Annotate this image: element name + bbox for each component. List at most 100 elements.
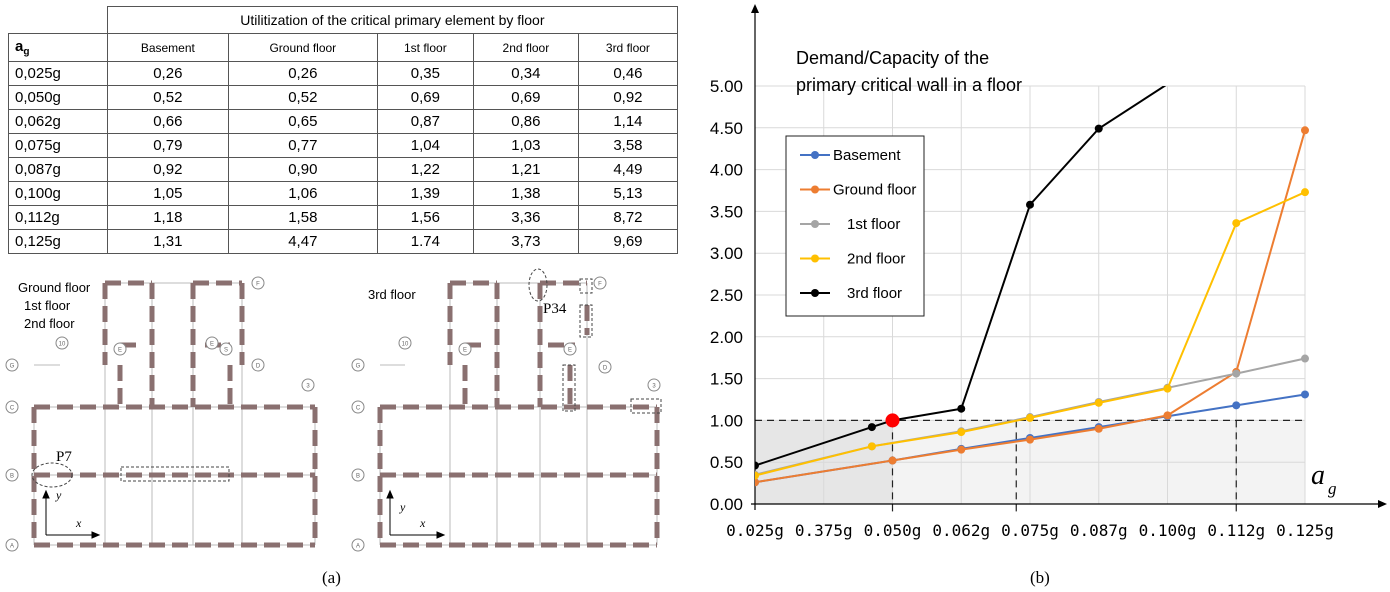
value-cell: 0,26 [106,61,229,86]
plan-right-axes [386,489,446,539]
grid-axis-marker-label: 10 [59,342,66,348]
col-header-1st: 1st floor [376,33,474,62]
y-tick-label: 5.00 [710,77,743,96]
table-row: 0,075g 0,79 0,77 1,04 1,03 3,58 [8,133,679,158]
x-tick-label: 0.087g [1070,521,1128,540]
legend-marker [811,220,819,228]
grid-axis-markers: F E E S D G C B A 10 3 F E E D G C B A 10 3 [5,276,661,552]
series-2nd-floor [755,188,1309,480]
data-point [1094,424,1103,433]
ag-cell: 0,100g [8,181,108,206]
y-tick-label: 1.00 [710,411,743,430]
y-tick-label: 2.50 [710,286,743,305]
value-cell: 1,21 [472,157,579,182]
legend-marker [811,185,819,194]
plan-left-x-axis-label: x [75,516,82,530]
value-cell: 3,73 [472,229,579,254]
table-row: 0,050g 0,52 0,52 0,69 0,69 0,92 [8,85,679,110]
legend-item: 3rd floor [800,285,902,302]
data-point [1301,390,1309,399]
value-cell: 0,52 [106,85,229,110]
grid-axis-marker: E [458,342,472,356]
data-point [1094,398,1103,407]
value-cell: 4,49 [577,157,679,182]
value-cell: 0,52 [227,85,378,110]
ag-header: ag [8,33,108,62]
value-cell: 5,13 [577,181,679,206]
col-header-ground: Ground floor [227,33,378,62]
value-cell: 1,39 [376,181,474,206]
grid-axis-marker-label: A [356,544,360,550]
table-row: 0,025g 0,26 0,26 0,35 0,34 0,46 [8,61,679,86]
legend-marker [811,254,819,263]
grid-axis-marker-label: G [10,364,15,370]
data-point [867,442,876,451]
y-tick-label: 0.00 [710,495,743,514]
grid-axis-marker: C [5,400,19,414]
ag-cell: 0,025g [8,61,108,86]
plan-right-walls [377,280,660,548]
chart-title-line-1: Demand/Capacity of the [796,48,989,68]
grid-axis-marker: E [113,342,127,356]
legend-label: 3rd floor [847,285,902,302]
value-cell: 1,14 [577,109,679,134]
plan-left-y-axis-label: y [55,488,62,502]
x-tick-label: 0.025g [726,521,784,540]
data-point [1163,411,1172,420]
critical-point [885,413,900,428]
legend-marker [811,151,819,159]
x-tick-label: 0.100g [1139,521,1197,540]
grid-axis-marker: A [351,538,365,552]
data-point [1232,401,1241,410]
value-cell: 1,22 [376,157,474,182]
grid-axis-marker-label: E [118,348,122,354]
value-cell: 1,04 [376,133,474,158]
demand-capacity-chart: 0.00 0.50 1.00 1.50 2.00 2.50 3.00 3.50 4.00 4.50… [710,4,1387,540]
grid-axis-marker-label: E [568,348,572,354]
table-corner [8,6,108,34]
y-tick-label: 0.50 [710,453,743,472]
value-cell: 3,36 [472,205,579,230]
table-row: 0,100g 1,05 1,06 1,39 1,38 5,13 [8,181,679,206]
value-cell: 1,05 [106,181,229,206]
grid-axis-marker: E [205,336,219,350]
grid-axis-marker: F [251,276,265,290]
x-tick-labels: 0.025g 0.375g 0.050g 0.062g 0.075g 0.087g 0.10… [726,521,1334,540]
data-point [755,471,759,480]
caption-b: (b) [1030,568,1050,587]
grid-axis-marker-label: C [10,406,15,412]
plan-right-x-axis-label: x [419,516,426,530]
value-cell: 0,69 [376,85,474,110]
grid-axis-marker: F [593,276,607,290]
grid-axis-marker-label: 3 [306,384,310,390]
grid-axis-marker: B [5,468,19,482]
value-cell: 0,34 [472,61,579,86]
grid-axis-marker-label: B [356,474,360,480]
y-tick-label: 2.00 [710,328,743,347]
x-tick-label: 0.050g [864,521,922,540]
value-cell: 1,06 [227,181,378,206]
chart-title-line-2: primary critical wall in a floor [796,75,1022,95]
table-row: 0,125g 1,31 4,47 1.74 3,73 9,69 [8,229,679,254]
data-point [1026,435,1034,444]
floor-plans: P7 y x P34 y x F E E S D G C [5,268,662,552]
data-point [888,456,897,465]
grid-axis-marker: B [351,468,365,482]
data-point [867,423,876,432]
x-axis-label-sub: g [1328,479,1337,498]
value-cell: 0,79 [106,133,229,158]
table-title: Utilitization of the critical primary el… [106,6,679,34]
plan-left-floor-label: Ground floor 1st floor 2nd floor [18,279,90,333]
y-tick-label: 3.00 [710,244,743,263]
col-header-basement: Basement [106,33,229,62]
grid-axis-marker-label: F [256,282,260,288]
caption-a: (a) [322,568,341,587]
plan-right-wall-highlight-3 [562,364,576,412]
series-line [755,130,1306,484]
legend-item: Basement [800,147,901,164]
grid-axis-marker: 3 [647,378,661,392]
legend-label: 1st floor [847,216,900,233]
value-cell: 1,31 [106,229,229,254]
x-tick-label: 0.112g [1207,521,1265,540]
x-axis-arrow [1378,500,1387,508]
